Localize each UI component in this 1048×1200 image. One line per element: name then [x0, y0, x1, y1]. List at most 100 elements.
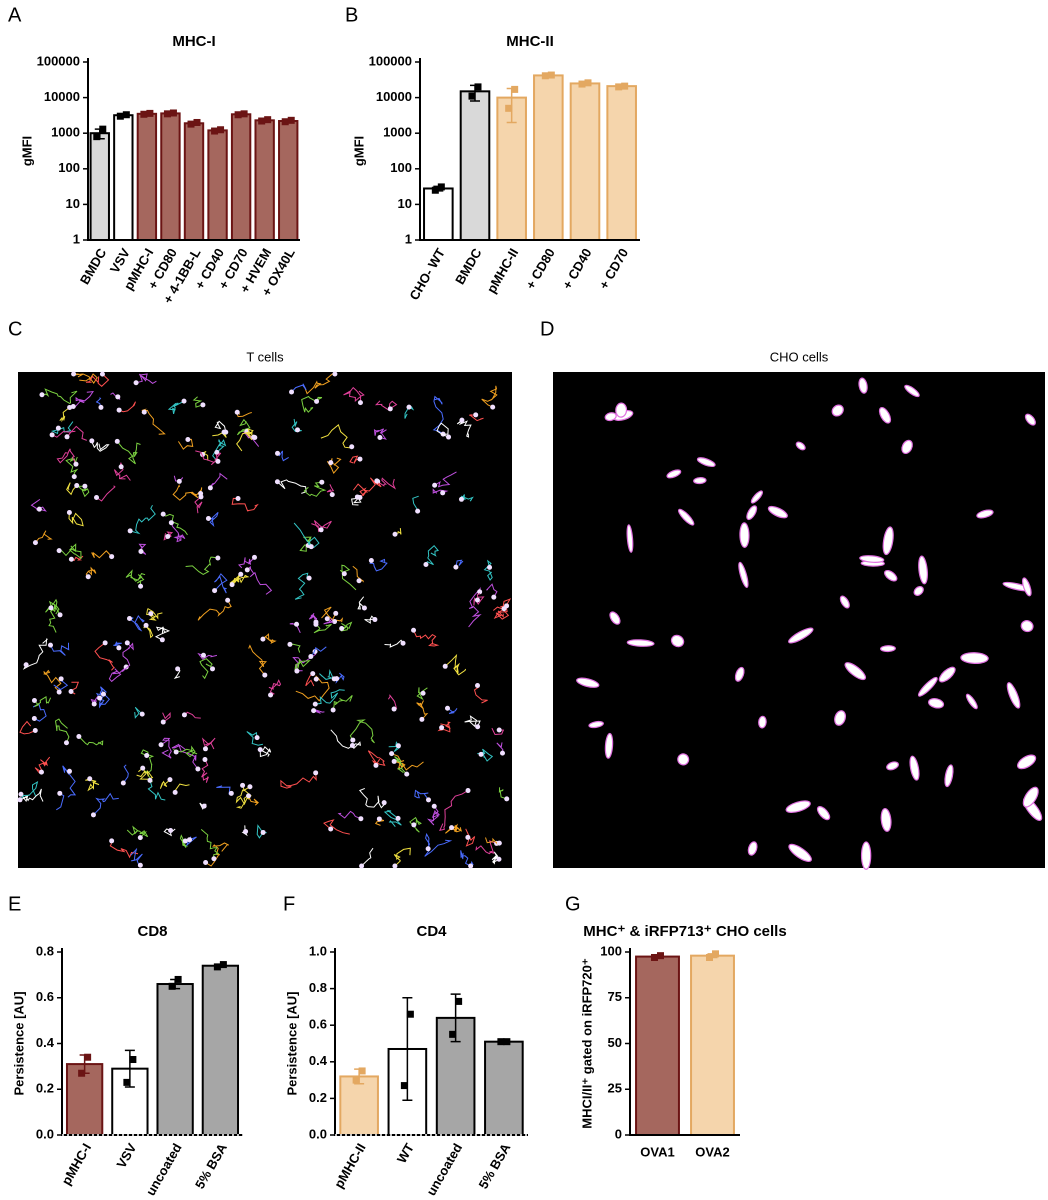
- cell: [38, 769, 44, 775]
- cell-track: [464, 715, 481, 728]
- cell-track: [59, 543, 82, 560]
- cell-track: [130, 847, 143, 867]
- cell-track: [167, 400, 185, 415]
- cell-track: [171, 743, 199, 770]
- cell-track: [246, 565, 273, 595]
- cell: [458, 496, 464, 502]
- cell: [47, 642, 53, 648]
- cell-track: [200, 829, 220, 859]
- cell-track: [319, 668, 335, 680]
- y-tick-label: 100000: [37, 53, 80, 68]
- cell: [55, 425, 61, 431]
- cell: [254, 735, 260, 741]
- bar: [160, 112, 181, 241]
- cell: [198, 491, 204, 497]
- cell-track: [109, 840, 139, 859]
- cell-track: [126, 825, 149, 839]
- cell-track: [116, 441, 141, 465]
- bar: [113, 114, 134, 241]
- cell: [76, 734, 82, 740]
- x-tick-label: CHO- WT: [406, 246, 448, 303]
- cell-track: [95, 692, 105, 709]
- image-title: T cells: [246, 349, 284, 364]
- cell-track: [50, 421, 74, 435]
- cell-track: [259, 746, 272, 758]
- cell-track: [294, 572, 310, 600]
- cell-track: [185, 556, 218, 575]
- x-tick-label: BMDC: [452, 245, 485, 287]
- cell-track: [304, 373, 335, 395]
- cho-cell: [938, 666, 956, 683]
- cell-track: [439, 790, 469, 831]
- cell: [468, 863, 474, 869]
- cell-track: [358, 787, 385, 809]
- cell: [148, 611, 154, 617]
- cho-cell: [976, 509, 994, 519]
- cho-cell: [1021, 577, 1032, 597]
- cell: [311, 708, 317, 714]
- data-point: [163, 110, 171, 118]
- y-tick-label: 0.2: [36, 1081, 54, 1096]
- cell-track: [313, 623, 332, 634]
- data-point: [437, 183, 445, 191]
- cell: [310, 671, 316, 677]
- cho-cell: [795, 441, 806, 451]
- y-tick-label: 0.0: [309, 1126, 327, 1141]
- x-tick-label: pMHC-II: [484, 246, 522, 296]
- data-point: [116, 112, 124, 120]
- data-point: [621, 82, 629, 90]
- cell-track: [326, 484, 335, 495]
- cell-track: [163, 531, 174, 541]
- cell: [500, 750, 506, 756]
- data-point: [712, 950, 719, 958]
- cell: [205, 515, 211, 521]
- cell: [400, 640, 406, 646]
- cho-cell: [626, 639, 655, 647]
- cell: [176, 478, 182, 484]
- micrograph: [18, 372, 512, 868]
- cell-track: [66, 425, 87, 441]
- cell-track: [315, 689, 345, 705]
- cho-cell: [788, 843, 812, 863]
- cell-track: [340, 621, 353, 632]
- cell: [215, 555, 221, 561]
- bar: [156, 983, 194, 1137]
- cell-track: [349, 455, 361, 465]
- cell-track: [122, 642, 134, 672]
- cell-track: [248, 795, 259, 806]
- cell-track: [135, 373, 157, 385]
- cell: [18, 791, 24, 797]
- cell-track: [320, 424, 352, 449]
- cell: [260, 636, 266, 642]
- data-point: [123, 1078, 131, 1086]
- cell: [262, 672, 268, 678]
- cell-track: [138, 543, 147, 555]
- cell: [137, 835, 143, 841]
- cell: [127, 528, 133, 534]
- y-tick-label: 0.2: [309, 1090, 327, 1105]
- cell-track: [444, 653, 467, 676]
- cell: [160, 511, 166, 517]
- cho-cell: [913, 585, 924, 596]
- cho-cell: [1017, 754, 1037, 770]
- cell: [118, 464, 124, 470]
- x-tick-label: 5% BSA: [476, 1140, 514, 1191]
- cho-cell: [904, 384, 920, 398]
- cell-track: [377, 477, 397, 490]
- cell: [210, 666, 216, 672]
- cell-track: [485, 837, 500, 846]
- cell: [244, 567, 250, 573]
- cell-track: [409, 816, 422, 833]
- cho-cell: [758, 715, 767, 729]
- cell: [392, 863, 398, 869]
- data-point: [281, 118, 289, 126]
- cell-track: [289, 622, 301, 634]
- y-tick-label: 1000: [383, 125, 412, 140]
- cell: [91, 701, 97, 707]
- cell: [324, 616, 330, 622]
- cell: [294, 668, 300, 674]
- cell: [31, 698, 37, 704]
- cho-cell: [860, 841, 872, 870]
- cell-track: [460, 494, 474, 502]
- cell-track: [277, 479, 307, 494]
